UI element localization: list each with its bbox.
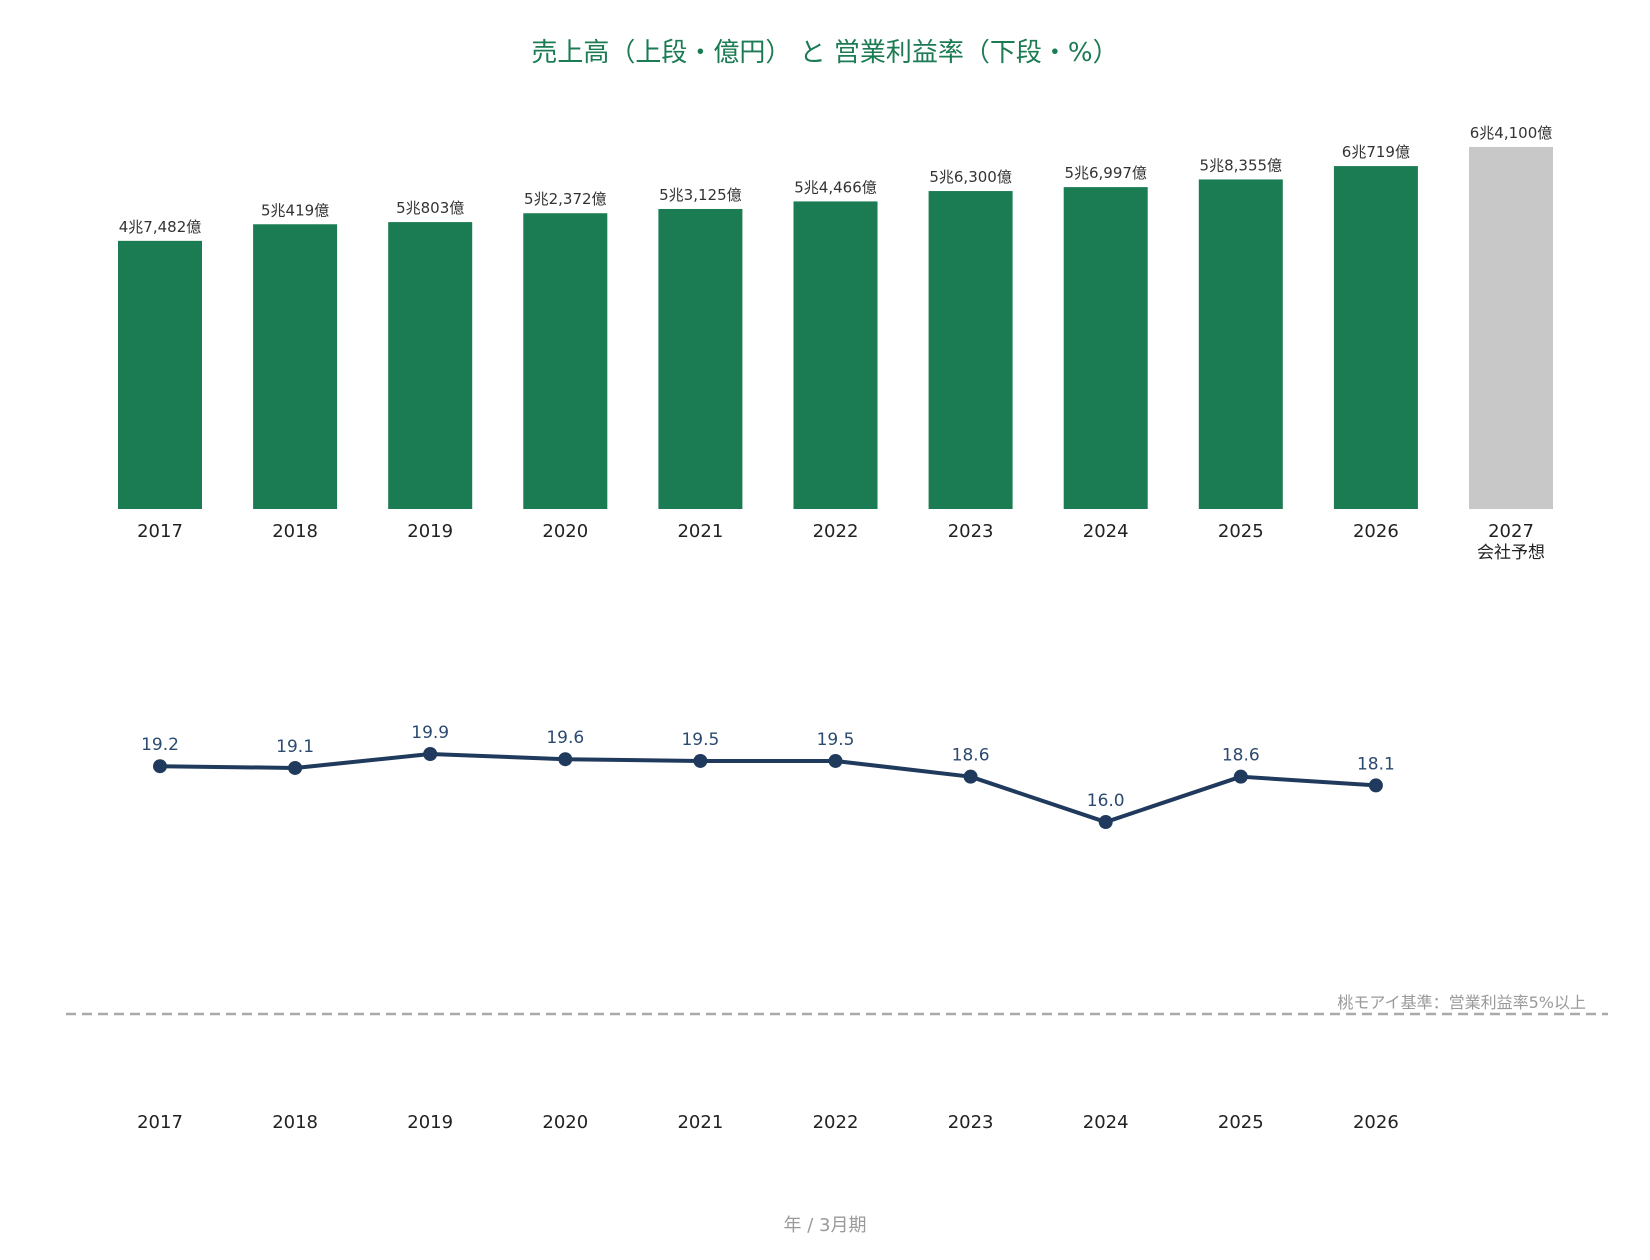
revenue-value-label-2024: 5兆6,997億 bbox=[1064, 164, 1147, 182]
line-x-tick-2023: 2023 bbox=[948, 1112, 994, 1133]
bar-x-tick-2020: 2020 bbox=[542, 521, 588, 542]
bar-x-tick-2026: 2026 bbox=[1353, 521, 1399, 542]
line-x-tick-2020: 2020 bbox=[542, 1112, 588, 1133]
revenue-bar-2019 bbox=[388, 222, 473, 510]
revenue-bar-2017 bbox=[118, 240, 202, 509]
bar-x-tick-2019: 2019 bbox=[407, 521, 453, 542]
operating-margin-point-2025 bbox=[1233, 769, 1248, 784]
operating-margin-value-label-2019: 19.9 bbox=[411, 723, 449, 743]
operating-margin-value-label-2025: 18.6 bbox=[1222, 746, 1260, 766]
bar-x-tick-2023: 2023 bbox=[948, 521, 994, 542]
x-axis-footer-label: 年 / 3月期 bbox=[784, 1215, 867, 1236]
revenue-bar-2021 bbox=[658, 208, 743, 509]
revenue-bar-2024 bbox=[1063, 187, 1148, 510]
operating-margin-point-2026 bbox=[1368, 778, 1383, 793]
revenue-value-label-2018: 5兆419億 bbox=[261, 201, 329, 219]
line-x-tick-2017: 2017 bbox=[137, 1112, 183, 1133]
line-x-tick-2021: 2021 bbox=[677, 1112, 723, 1133]
revenue-bar-2022 bbox=[793, 201, 878, 510]
bar-x-tick-2024: 2024 bbox=[1083, 521, 1129, 542]
operating-margin-point-2018 bbox=[288, 760, 303, 775]
revenue-value-label-2020: 5兆2,372億 bbox=[524, 190, 607, 208]
bar-x-tick-2025: 2025 bbox=[1218, 521, 1264, 542]
operating-margin-line-chart: 桃モアイ基準：営業利益率5%以上 19.2 2017 19.1 2018 19.9 2019… bbox=[66, 723, 1608, 1133]
revenue-value-label-2019: 5兆803億 bbox=[396, 199, 464, 217]
line-x-tick-2025: 2025 bbox=[1218, 1112, 1264, 1133]
bar-x-tick-2027: 2027 bbox=[1488, 521, 1534, 542]
bar-x-tick-2021: 2021 bbox=[677, 521, 723, 542]
operating-margin-value-label-2026: 18.1 bbox=[1357, 754, 1395, 774]
bar-x-tick-2018: 2018 bbox=[272, 521, 318, 542]
revenue-bar-2026 bbox=[1333, 166, 1418, 510]
operating-margin-point-2019 bbox=[423, 747, 438, 761]
revenue-bar-2023 bbox=[928, 191, 1013, 509]
revenue-value-label-2021: 5兆3,125億 bbox=[659, 186, 742, 204]
operating-margin-value-label-2024: 16.0 bbox=[1087, 791, 1125, 811]
operating-margin-point-2023 bbox=[963, 769, 978, 784]
line-x-tick-2026: 2026 bbox=[1353, 1112, 1399, 1133]
revenue-bar-2020 bbox=[523, 213, 608, 509]
chart-title: 売上高（上段・億円） と 営業利益率（下段・%） bbox=[531, 38, 1118, 68]
revenue-bar-chart: 4兆7,482億 2017 5兆419億 2018 5兆803億 2019 5兆2,372億… bbox=[118, 124, 1553, 563]
operating-margin-point-2020 bbox=[558, 752, 573, 767]
line-x-tick-2018: 2018 bbox=[272, 1112, 318, 1133]
revenue-value-label-2017: 4兆7,482億 bbox=[119, 218, 202, 236]
reference-line-label: 桃モアイ基準：営業利益率5%以上 bbox=[1337, 993, 1586, 1012]
bar-x-tick-2022: 2022 bbox=[813, 521, 859, 542]
operating-margin-value-label-2017: 19.2 bbox=[141, 735, 179, 755]
bar-x-sublabel-2027: 会社予想 bbox=[1477, 543, 1545, 563]
revenue-value-label-2023: 5兆6,300億 bbox=[929, 168, 1012, 186]
revenue-bar-2025 bbox=[1198, 179, 1283, 509]
operating-margin-value-label-2018: 19.1 bbox=[276, 737, 314, 757]
operating-margin-point-2017 bbox=[153, 759, 167, 774]
operating-margin-value-label-2022: 19.5 bbox=[817, 730, 855, 750]
revenue-value-label-2022: 5兆4,466億 bbox=[794, 178, 877, 196]
operating-margin-point-2022 bbox=[828, 753, 843, 768]
revenue-bar-2018 bbox=[253, 224, 338, 509]
line-x-tick-2022: 2022 bbox=[813, 1112, 859, 1133]
revenue-value-label-2025: 5兆8,355億 bbox=[1200, 156, 1283, 174]
operating-margin-value-label-2021: 19.5 bbox=[681, 730, 719, 750]
line-x-tick-2019: 2019 bbox=[407, 1112, 453, 1133]
revenue-value-label-2026: 6兆719億 bbox=[1342, 143, 1410, 161]
operating-margin-value-label-2020: 19.6 bbox=[546, 728, 584, 748]
operating-margin-point-2024 bbox=[1098, 815, 1113, 830]
line-x-tick-2024: 2024 bbox=[1083, 1112, 1129, 1133]
bar-x-tick-2017: 2017 bbox=[137, 521, 183, 542]
operating-margin-point-2021 bbox=[693, 753, 708, 768]
revenue-bar-2027 bbox=[1469, 147, 1553, 509]
operating-margin-value-label-2023: 18.6 bbox=[952, 746, 990, 766]
operating-margin-series-line bbox=[159, 752, 1377, 825]
revenue-value-label-2027: 6兆4,100億 bbox=[1470, 124, 1553, 142]
